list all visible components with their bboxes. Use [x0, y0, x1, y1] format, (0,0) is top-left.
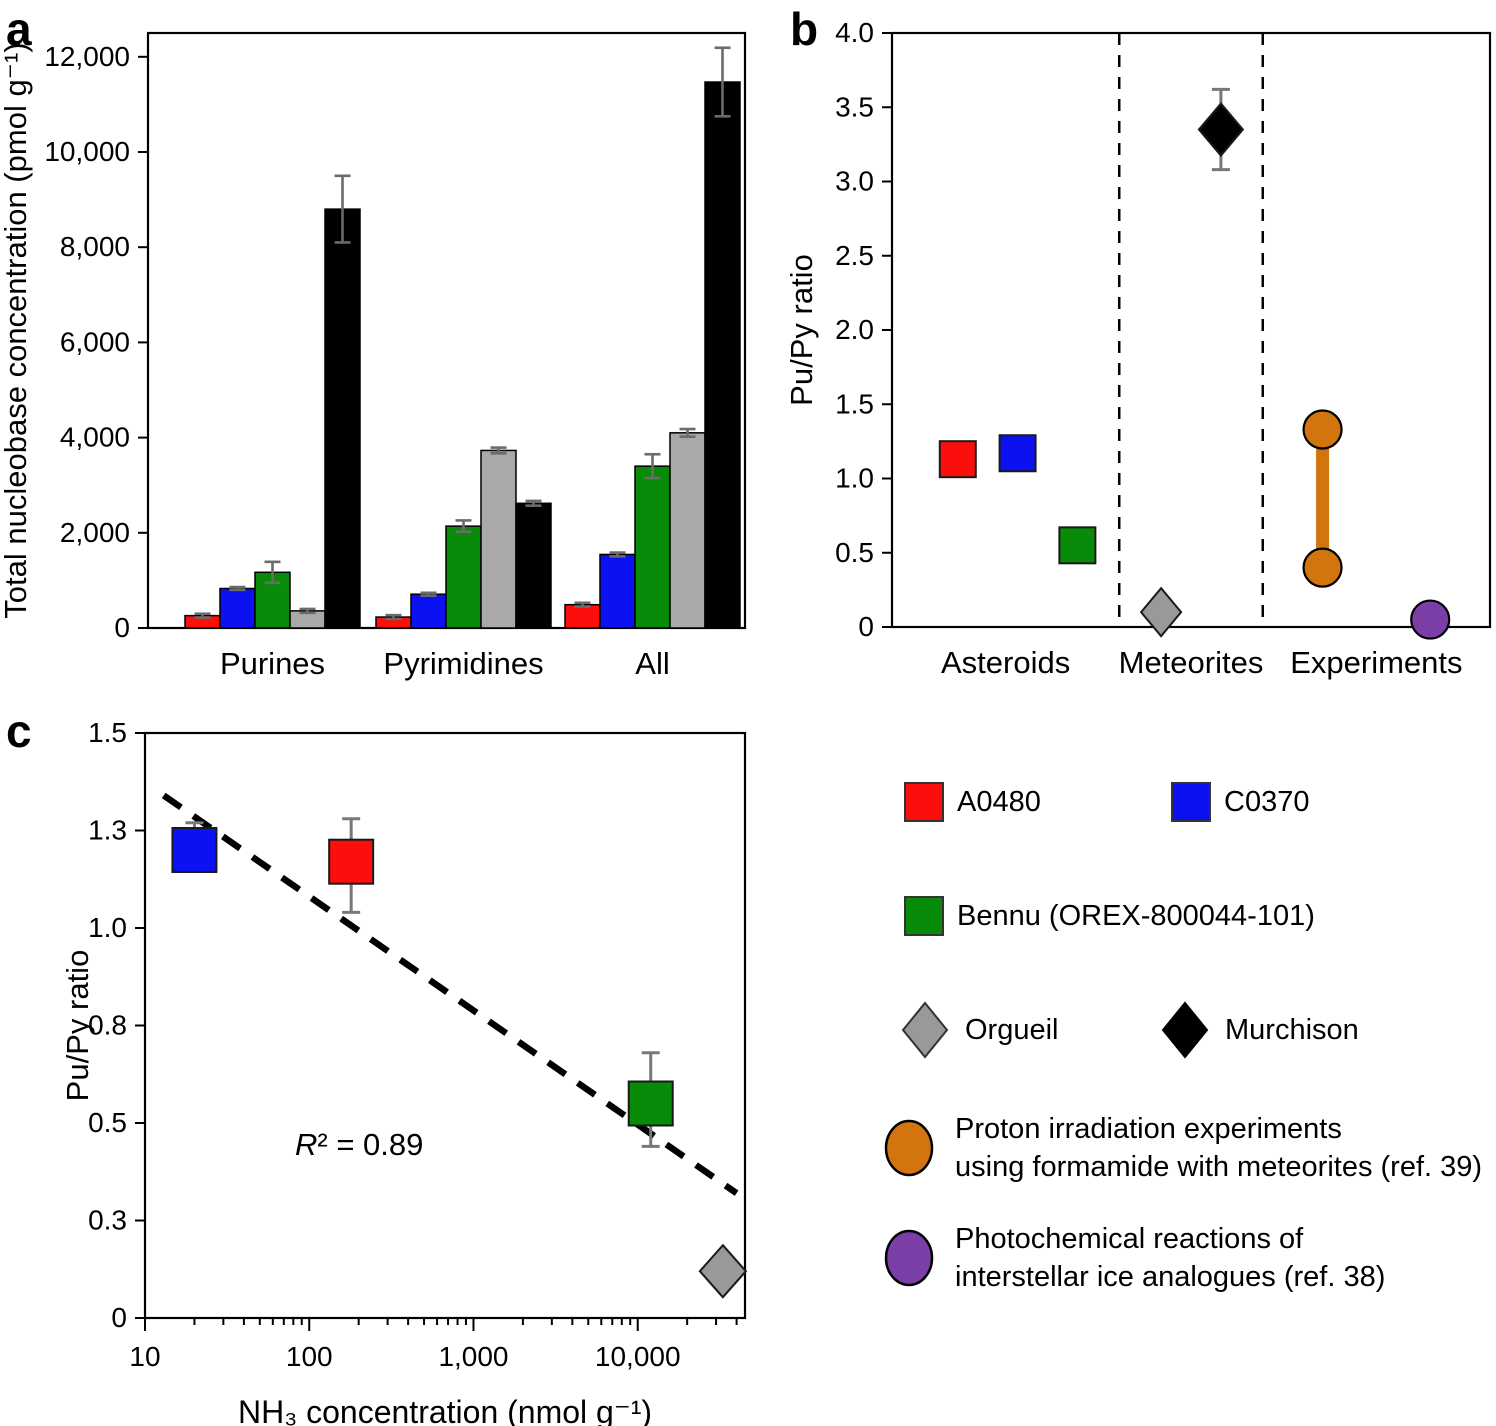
legend-square-red-icon [904, 782, 944, 822]
legend-label-orgueil: Orgueil [965, 1014, 1059, 1046]
y-tick-label: 3.5 [835, 91, 874, 122]
x-category-label: Experiments [1290, 645, 1462, 680]
x-category-label: Purines [220, 646, 325, 681]
x-tick-label: 100 [286, 1341, 333, 1372]
bar-purines-murchison [324, 208, 361, 629]
panel-a-letter: a [6, 3, 32, 55]
y-tick-label: 4.0 [835, 17, 874, 48]
y-tick-label: 6,000 [60, 326, 130, 357]
y-tick-label: 12,000 [44, 41, 130, 72]
point-a0480 [938, 440, 977, 479]
point-bennu-orex-800044-101- [627, 1080, 674, 1127]
point-c0370 [171, 827, 218, 873]
x-category-label: Pyrimidines [383, 646, 543, 681]
chart-b-pupy-ratio-scatter: 0 0.5 1.0 1.5 2.0 2.5 3.0 3.5 4.0 Pu/Py ratio Aste… [784, 17, 1492, 680]
legend-circle-orange-icon [884, 1119, 934, 1177]
y-tick-label: 4,000 [60, 422, 130, 453]
bar-pyrimidines-orgueil [480, 449, 517, 629]
x-tick-label: 1,000 [438, 1341, 508, 1372]
legend-label-c0370: C0370 [1224, 786, 1310, 818]
y-axis-title: Pu/Py ratio [784, 254, 819, 406]
legend-label-photochemical-line2: interstellar ice analogues (ref. 38) [955, 1261, 1386, 1293]
y-tick-label: 0.5 [835, 537, 874, 568]
legend-square-blue-icon [1171, 782, 1211, 822]
y-tick-label: 10,000 [44, 136, 130, 167]
y-tick-label: 0.3 [88, 1205, 127, 1236]
bar-pyrimidines-bennu-orex-800044-101- [445, 525, 482, 629]
y-tick-label: 0 [114, 612, 130, 643]
bar-purines-c0370 [219, 587, 256, 629]
x-category-label: Asteroids [941, 645, 1070, 680]
panel-b-letter: b [790, 3, 819, 55]
x-category-label: Meteorites [1119, 645, 1264, 680]
point-proton-irradiation-experiment-lower- [1302, 547, 1343, 588]
legend-square-green-icon [904, 896, 944, 936]
legend-label-proton-line1: Proton irradiation experiments [955, 1113, 1342, 1145]
y-tick-label: 2.0 [835, 314, 874, 345]
x-tick-label: 10 [129, 1341, 160, 1372]
regression-dashed-line [161, 792, 739, 1196]
x-category-label: All [635, 646, 669, 681]
r-squared-annotation: R² = 0.89 [295, 1127, 423, 1162]
legend-diamond-gray-icon [901, 1001, 949, 1059]
bar-pyrimidines-c0370 [410, 593, 447, 629]
chart-a-nucleobase-bar-chart: 0 2,000 4,000 6,000 8,000 10,000 12,000 Total n… [0, 31, 747, 681]
y-tick-label: 2,000 [60, 517, 130, 548]
legend-diamond-black-icon [1161, 1001, 1209, 1059]
plot-frame [143, 731, 747, 1320]
legend-label-proton-line2: using formamide with meteorites (ref. 39… [955, 1151, 1483, 1183]
x-tick-label: 10,000 [595, 1341, 681, 1372]
y-tick-label: 1.5 [835, 388, 874, 419]
legend-label-a0480: A0480 [957, 786, 1041, 818]
legend-label-photochemical-line1: Photochemical reactions of [955, 1223, 1304, 1255]
y-tick-label: 1.0 [835, 463, 874, 494]
panel-c-letter: c [6, 705, 32, 757]
y-tick-label: 0 [111, 1302, 127, 1333]
legend-label-proton-irradiation: Proton irradiation experiments using for… [955, 1110, 1482, 1186]
y-tick-label: 3.0 [835, 166, 874, 197]
y-tick-label: 0 [858, 611, 874, 642]
point-photochemical-ice-experiment [1410, 599, 1451, 640]
point-c0370 [998, 434, 1037, 473]
y-axis-title: Total nucleobase concentration (pmol g⁻¹… [0, 42, 33, 618]
bar-all-c0370 [599, 553, 636, 629]
y-tick-label: 1.0 [88, 912, 127, 943]
legend-label-photochemical: Photochemical reactions of interstellar … [955, 1220, 1385, 1296]
point-a0480 [328, 838, 375, 885]
chart-c-pupy-vs-nh3-scatter: 0 0.3 0.5 0.8 1.0 1.3 1.5 Pu/Py ratio 10 100 1,000… [60, 717, 748, 1426]
y-tick-label: 1.3 [88, 815, 127, 846]
x-axis-title: NH₃ concentration (nmol g⁻¹) [238, 1394, 652, 1426]
legend-circle-purple-icon [884, 1229, 934, 1287]
legend-label-bennu: Bennu (OREX-800044-101) [957, 900, 1315, 932]
legend-label-murchison: Murchison [1225, 1014, 1359, 1046]
bar-all-bennu-orex-800044-101- [634, 465, 671, 629]
y-tick-label: 0.8 [88, 1010, 127, 1041]
bar-all-orgueil [669, 432, 706, 629]
point-bennu-orex-800044-101- [1058, 526, 1097, 565]
y-tick-label: 1.5 [88, 717, 127, 748]
point-proton-irradiation-experiment-upper- [1302, 409, 1343, 450]
y-tick-label: 0.5 [88, 1107, 127, 1138]
y-axis-title: Pu/Py ratio [60, 950, 95, 1102]
y-tick-label: 8,000 [60, 231, 130, 262]
bar-pyrimidines-murchison [515, 502, 552, 629]
bar-all-a0480 [564, 603, 601, 629]
point-orgueil [698, 1243, 748, 1299]
y-tick-label: 2.5 [835, 240, 874, 271]
bar-all-murchison [704, 81, 741, 629]
point-orgueil [1139, 586, 1183, 638]
plot-frame [890, 31, 1492, 629]
point-murchison [1197, 101, 1245, 158]
